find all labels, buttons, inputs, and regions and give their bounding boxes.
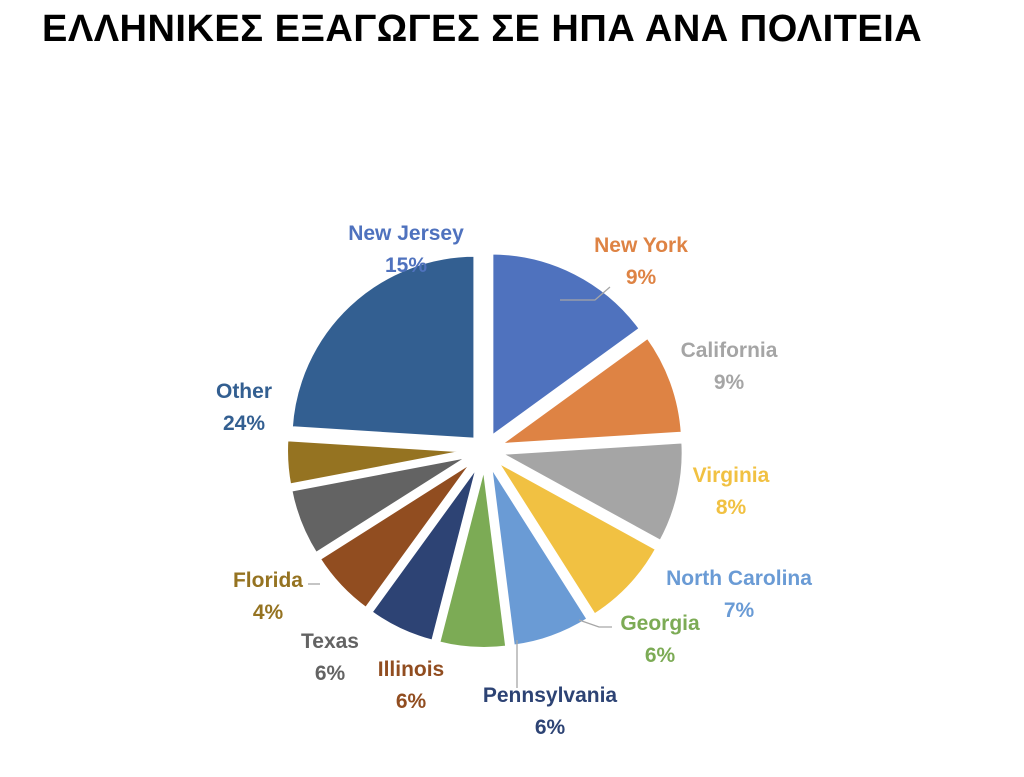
slice-name-label-virginia: Virginia: [693, 464, 770, 487]
leader-line-new-york: [560, 286, 611, 301]
slice-value-label-california: 9%: [714, 371, 745, 394]
pie-slice-illinois: [315, 457, 477, 613]
pie-slice-florida: [284, 437, 472, 488]
slice-name-label-pennsylvania: Pennsylvania: [483, 684, 618, 707]
pie-slice-virginia: [493, 457, 661, 619]
slice-name-label-california: California: [681, 339, 778, 362]
slice-name-label-new-york: New York: [594, 234, 688, 257]
pie-slice-pennsylvania: [367, 461, 481, 645]
pie-slice-other: [288, 252, 478, 442]
slice-labels: New Jersey 15% New York 9% California 9% Virgi…: [216, 222, 812, 739]
slice-name-label-illinois: Illinois: [378, 658, 445, 681]
pie-slice-north-carolina: [487, 462, 592, 649]
slice-value-label-new-york: 9%: [626, 266, 657, 289]
slice-value-label-other: 24%: [223, 412, 265, 435]
slice-name-label-other: Other: [216, 380, 272, 403]
slice-name-label-georgia: Georgia: [620, 612, 700, 635]
slice-name-label-texas: Texas: [301, 630, 359, 653]
slice-name-label-north-carolina: North Carolina: [666, 567, 812, 590]
slice-name-label-new-jersey: New Jersey: [348, 222, 464, 245]
slice-value-label-georgia: 6%: [645, 644, 676, 667]
leader-line-georgia: [578, 619, 612, 628]
pie-slice-new-jersey: [489, 250, 644, 442]
pie-slice-new-york: [491, 333, 685, 448]
pie-slice-texas: [287, 453, 474, 558]
pie-slice-california: [491, 439, 686, 545]
slice-value-label-virginia: 8%: [716, 496, 747, 519]
slice-value-label-florida: 4%: [253, 601, 284, 624]
leader-lines: [308, 286, 612, 688]
pie-slice-georgia: [435, 463, 510, 651]
slice-value-label-north-carolina: 7%: [724, 599, 755, 622]
page-title: ΕΛΛΗΝΙΚΕΣ ΕΞΑΓΩΓΕΣ ΣΕ ΗΠΑ ΑΝΑ ΠΟΛΙΤΕΙΑ: [42, 8, 923, 50]
slice-name-label-florida: Florida: [233, 569, 303, 592]
pie-slices: [284, 250, 686, 651]
slice-value-label-pennsylvania: 6%: [535, 716, 566, 739]
slice-value-label-texas: 6%: [315, 662, 346, 685]
slice-value-label-illinois: 6%: [396, 690, 427, 713]
slice-value-label-new-jersey: 15%: [385, 254, 427, 277]
